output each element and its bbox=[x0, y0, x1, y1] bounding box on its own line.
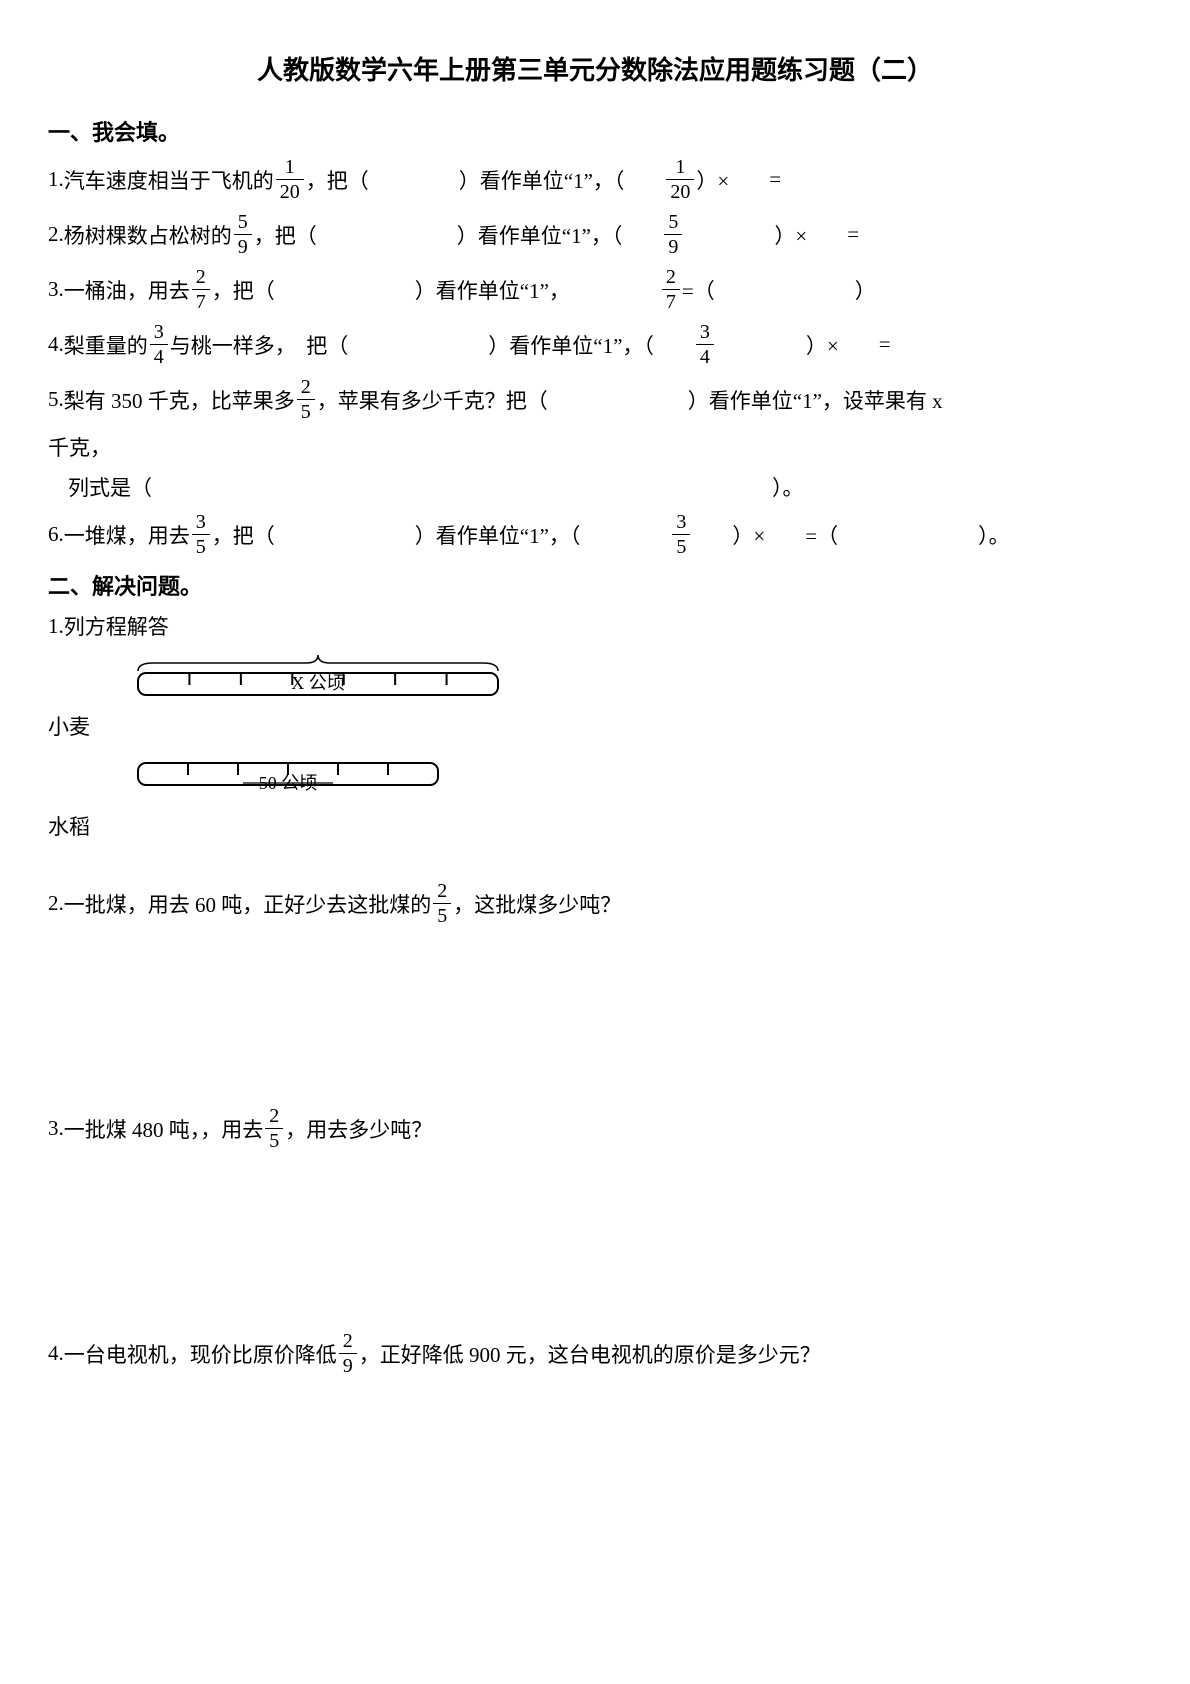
label-wheat: 小麦 bbox=[48, 711, 1142, 741]
q5-l3b: ）。 bbox=[772, 472, 804, 502]
q2-pre: 杨树棵数占松树的 bbox=[64, 220, 232, 250]
q1-t1: ，把（ bbox=[306, 165, 369, 195]
svg-text:X 公顷: X 公顷 bbox=[291, 673, 345, 693]
s2q2: 2. 一批煤，用去 60 吨，正好少去这批煤的 25 ，这批煤多少吨？ bbox=[48, 881, 1142, 926]
diagram-top-wrap: X 公顷 bbox=[128, 651, 1142, 701]
s2q2-post: ，这批煤多少吨？ bbox=[453, 889, 621, 919]
q2-t3: ）× bbox=[774, 220, 807, 250]
q1-t4: = bbox=[769, 167, 781, 192]
q4-t3: ）× bbox=[806, 330, 839, 360]
q5-line1: 5. 梨有 350 千克，比苹果多 25 ，苹果有多少千克？把（ ）看作单位“1… bbox=[48, 377, 1142, 422]
q3-t3: =（ bbox=[682, 275, 715, 305]
q5-num: 5. bbox=[48, 387, 64, 412]
s2q4-post: ，正好降低 900 元，这台电视机的原价是多少元？ bbox=[359, 1339, 821, 1369]
q4-t4: = bbox=[879, 332, 891, 357]
s2q3-frac: 25 bbox=[265, 1106, 283, 1151]
q2-frac1: 59 bbox=[234, 212, 252, 257]
q6-frac2: 35 bbox=[672, 512, 690, 557]
diagram-bot-wrap: 50 公顷 bbox=[128, 751, 1142, 801]
q5-frac: 25 bbox=[297, 377, 315, 422]
s2q1-text: 列方程解答 bbox=[64, 611, 169, 641]
q5-line3: 列式是（ ）。 bbox=[48, 472, 1142, 502]
q2-frac2: 59 bbox=[664, 212, 682, 257]
q6-t4: =（ bbox=[805, 520, 838, 550]
q6-t5: ）。 bbox=[978, 520, 1010, 550]
q1-frac1: 120 bbox=[276, 157, 304, 202]
q4-pre: 梨重量的 bbox=[64, 330, 148, 360]
q3: 3. 一桶油，用去 27 ，把（ ）看作单位“1”， 27 =（ ） bbox=[48, 267, 1142, 312]
q3-pre: 一桶油，用去 bbox=[64, 275, 190, 305]
q1-frac2: 120 bbox=[666, 157, 694, 202]
q2-t2: ）看作单位“1”，（ bbox=[457, 220, 623, 250]
s2q2-pre: 一批煤，用去 60 吨，正好少去这批煤的 bbox=[64, 889, 432, 919]
q1-pre: 汽车速度相当于飞机的 bbox=[64, 165, 274, 195]
bar-diagram-bottom: 50 公顷 bbox=[128, 751, 468, 801]
q5-t2: ）看作单位“1”，设苹果有 x bbox=[688, 385, 943, 415]
s2q4: 4. 一台电视机，现价比原价降低 29 ，正好降低 900 元，这台电视机的原价… bbox=[48, 1331, 1142, 1376]
q3-frac1: 27 bbox=[192, 267, 210, 312]
q5-t1: ，苹果有多少千克？把（ bbox=[317, 385, 548, 415]
q4-t2: ）看作单位“1”，（ bbox=[488, 330, 654, 360]
q2-t4: = bbox=[847, 222, 859, 247]
s2q4-frac: 29 bbox=[339, 1331, 357, 1376]
q3-frac2: 27 bbox=[662, 267, 680, 312]
q5-pre: 梨有 350 千克，比苹果多 bbox=[64, 385, 295, 415]
q3-num: 3. bbox=[48, 277, 64, 302]
s2q1-num: 1. bbox=[48, 614, 64, 639]
s2q1: 1. 列方程解答 bbox=[48, 611, 1142, 641]
q4: 4. 梨重量的 34 与桃一样多， 把（ ）看作单位“1”，（ 34 ）× = bbox=[48, 322, 1142, 367]
q3-t1: ，把（ bbox=[212, 275, 275, 305]
q5-l3a: 列式是（ bbox=[68, 472, 152, 502]
bar-diagram-top: X 公顷 bbox=[128, 651, 508, 701]
section1-header: 一、我会填。 bbox=[48, 115, 1142, 147]
q4-frac2: 34 bbox=[696, 322, 714, 367]
q4-frac1: 34 bbox=[150, 322, 168, 367]
q1-t3: ）× bbox=[696, 165, 729, 195]
label-rice: 水稻 bbox=[48, 811, 1142, 841]
q5-line2: 千克， bbox=[48, 432, 1142, 462]
q3-t4: ） bbox=[855, 275, 876, 305]
q6-t2: ）看作单位“1”，（ bbox=[415, 520, 581, 550]
q6-frac1: 35 bbox=[192, 512, 210, 557]
q2: 2. 杨树棵数占松树的 59 ，把（ ）看作单位“1”，（ 59 ）× = bbox=[48, 212, 1142, 257]
q6: 6. 一堆煤，用去 35 ，把（ ）看作单位“1”，（ 35 ）× =（ ）。 bbox=[48, 512, 1142, 557]
q4-t1: 与桃一样多， 把（ bbox=[170, 330, 349, 360]
section2-header: 二、解决问题。 bbox=[48, 569, 1142, 601]
s2q4-num: 4. bbox=[48, 1341, 64, 1366]
q6-t1: ，把（ bbox=[212, 520, 275, 550]
q6-pre: 一堆煤，用去 bbox=[64, 520, 190, 550]
s2q3-pre: 一批煤 480 吨，，用去 bbox=[64, 1114, 264, 1144]
q3-t2: ）看作单位“1”， bbox=[415, 275, 570, 305]
q6-num: 6. bbox=[48, 522, 64, 547]
q1-num: 1. bbox=[48, 167, 64, 192]
s2q4-pre: 一台电视机，现价比原价降低 bbox=[64, 1339, 337, 1369]
s2q2-frac: 25 bbox=[433, 881, 451, 926]
s2q3-num: 3. bbox=[48, 1116, 64, 1141]
q6-t3: ）× bbox=[732, 520, 765, 550]
q4-num: 4. bbox=[48, 332, 64, 357]
worksheet-title: 人教版数学六年上册第三单元分数除法应用题练习题（二） bbox=[48, 50, 1142, 87]
q1-t2: ）看作单位“1”，（ bbox=[459, 165, 625, 195]
q1: 1. 汽车速度相当于飞机的 120 ，把（ ）看作单位“1”，（ 120 ）× … bbox=[48, 157, 1142, 202]
s2q3: 3. 一批煤 480 吨，，用去 25 ，用去多少吨？ bbox=[48, 1106, 1142, 1151]
s2q2-num: 2. bbox=[48, 891, 64, 916]
q2-num: 2. bbox=[48, 222, 64, 247]
q5-l2a: 千克， bbox=[48, 432, 111, 462]
q2-t1: ，把（ bbox=[254, 220, 317, 250]
s2q3-post: ，用去多少吨？ bbox=[285, 1114, 432, 1144]
